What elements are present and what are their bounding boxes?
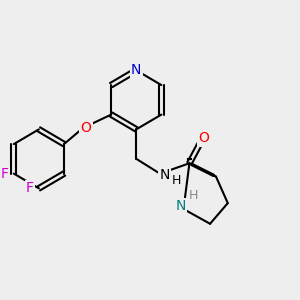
Text: N: N	[176, 199, 186, 213]
Text: H: H	[171, 175, 181, 188]
Text: N: N	[159, 168, 169, 182]
Text: F: F	[26, 182, 34, 195]
Text: H: H	[189, 189, 199, 202]
Text: O: O	[81, 121, 92, 135]
Text: O: O	[199, 131, 210, 145]
Text: N: N	[131, 63, 142, 77]
Text: F: F	[1, 167, 9, 181]
